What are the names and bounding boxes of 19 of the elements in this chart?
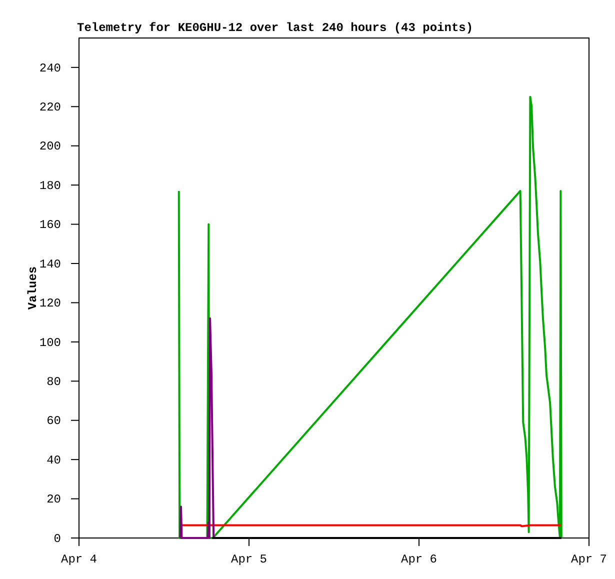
y-tick-label: 160 xyxy=(39,218,61,232)
y-tick-label: 120 xyxy=(39,296,61,311)
y-tick-label: 60 xyxy=(46,414,61,428)
y-tick-label: 80 xyxy=(46,374,61,389)
y-tick-label: 240 xyxy=(39,61,61,76)
y-tick-label: 140 xyxy=(39,257,61,272)
y-tick-label: 220 xyxy=(39,100,61,114)
y-tick-label: 20 xyxy=(46,492,61,507)
y-tick-label: 200 xyxy=(39,140,61,154)
x-tick-label: Apr 5 xyxy=(230,552,268,567)
chart-title: Telemetry for KE0GHU-12 over last 240 hours (43 points) xyxy=(77,21,474,35)
y-axis-title: Values xyxy=(26,266,40,310)
y-tick-label: 0 xyxy=(54,532,61,546)
x-tick-label: Apr 4 xyxy=(60,552,98,567)
y-tick-label: 100 xyxy=(39,336,61,350)
y-tick-label: 40 xyxy=(46,453,61,468)
x-tick-label: Apr 7 xyxy=(570,552,608,567)
y-tick-label: 180 xyxy=(39,178,61,193)
x-tick-label: Apr 6 xyxy=(400,552,438,567)
